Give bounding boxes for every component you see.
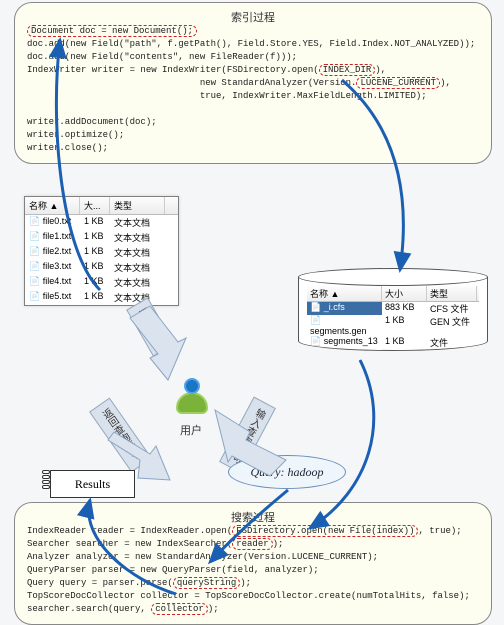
search-process-panel: 搜索过程 IndexReader reader = IndexReader.op… [14, 502, 492, 625]
index-store-cylinder: 名称 ▲ 大小 类型 📄 _i.cfs883 KBCFS 文件📄 segment… [298, 268, 488, 360]
table-row: file2.txt1 KB文本文档 [25, 245, 178, 260]
table-row: 📄 _i.cfs883 KBCFS 文件 [307, 302, 479, 315]
index-process-panel: 索引过程 Document doc = new Document();doc.a… [14, 2, 492, 164]
file-list-header: 名称 ▲ 大... 类型 [25, 197, 178, 215]
table-row: file1.txt1 KB文本文档 [25, 230, 178, 245]
results-box: Results [50, 470, 135, 498]
col-size: 大... [80, 197, 110, 214]
index-store-rows: 📄 _i.cfs883 KBCFS 文件📄 segments.gen1 KBGE… [307, 302, 479, 349]
label-add-doc: 添加文档 [126, 297, 175, 356]
col-name: 名称 ▲ [25, 197, 80, 214]
index-store-table: 名称 ▲ 大小 类型 📄 _i.cfs883 KBCFS 文件📄 segment… [307, 286, 479, 349]
file-list-rows: file0.txt1 KB文本文档file1.txt1 KB文本文档file2.… [25, 215, 178, 305]
col-type: 类型 [427, 286, 477, 301]
table-row: 📄 segments.gen1 KBGEN 文件 [307, 315, 479, 336]
query-oval: Query: hadoop [228, 455, 346, 489]
index-code-block: Document doc = new Document();doc.add(ne… [27, 25, 479, 155]
table-row: 📄 segments_131 KB文件 [307, 336, 479, 349]
col-size: 大小 [382, 286, 427, 301]
table-row: file4.txt1 KB文本文档 [25, 275, 178, 290]
search-panel-title: 搜索过程 [27, 509, 479, 525]
col-name: 名称 ▲ [307, 286, 382, 301]
user-icon [170, 378, 214, 422]
index-panel-title: 索引过程 [27, 9, 479, 25]
search-code-block: IndexReader reader = IndexReader.open(FS… [27, 525, 479, 616]
table-row: file0.txt1 KB文本文档 [25, 215, 178, 230]
user-label: 用户 [180, 422, 202, 438]
col-type: 类型 [110, 197, 165, 214]
label-return-results: 返回查询语句 [89, 398, 152, 473]
table-row: file3.txt1 KB文本文档 [25, 260, 178, 275]
file-list-table: 名称 ▲ 大... 类型 file0.txt1 KB文本文档file1.txt1… [24, 196, 179, 306]
table-row: file5.txt1 KB文本文档 [25, 290, 178, 305]
